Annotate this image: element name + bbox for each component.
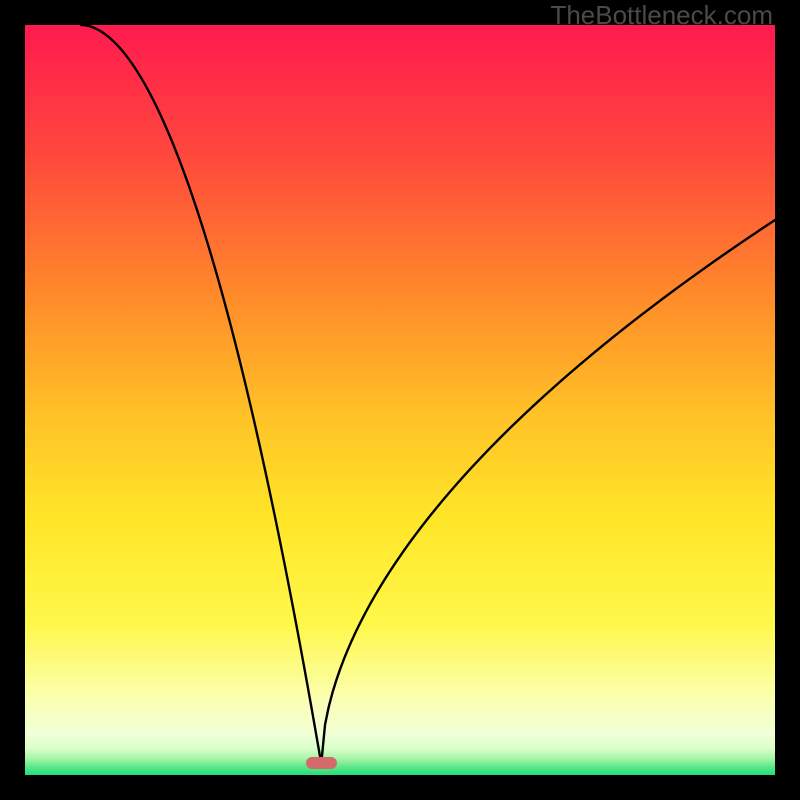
bottleneck-marker [306, 757, 338, 769]
plot-area [25, 25, 775, 775]
curve-path [321, 220, 775, 764]
chart-frame: TheBottleneck.com [0, 0, 800, 800]
curve-path [81, 25, 321, 764]
watermark-text: TheBottleneck.com [550, 0, 773, 31]
bottleneck-curves [25, 25, 775, 775]
